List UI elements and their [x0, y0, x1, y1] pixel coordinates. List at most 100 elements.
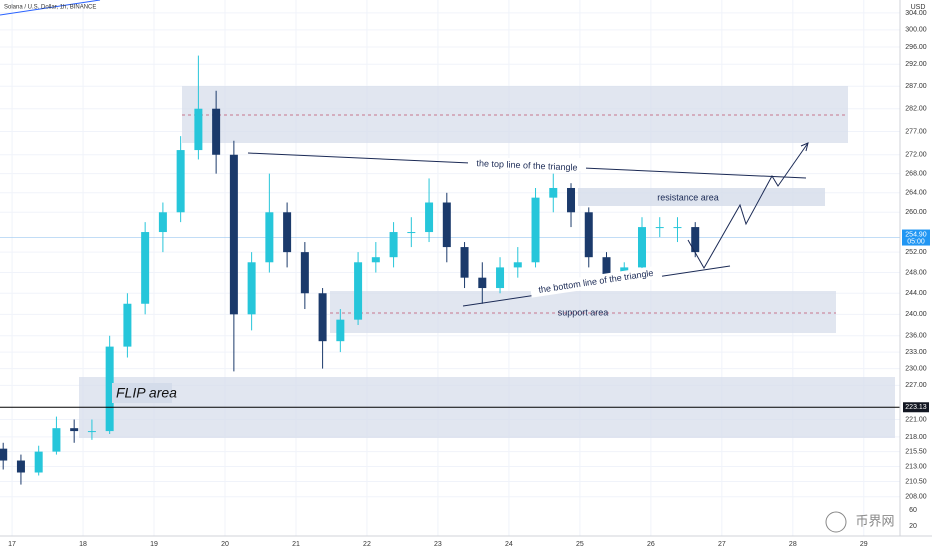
y-tick-label: 236.00: [905, 333, 927, 340]
candles: [0, 55, 900, 485]
candle-body: [52, 428, 61, 452]
candle-body: [691, 227, 700, 253]
candle-body: [176, 150, 185, 213]
y-tick-label: 218.00: [905, 434, 927, 441]
y-tick-label: 227.00: [905, 382, 927, 389]
y-tick-label: 277.00: [905, 128, 927, 135]
candle-body: [265, 212, 274, 263]
candle-body: [87, 431, 96, 433]
candle-body: [16, 460, 25, 473]
watermark-logo: [825, 511, 847, 533]
candle-body: [229, 154, 238, 315]
candle-body: [212, 108, 221, 155]
y-tick-label: 244.00: [905, 290, 927, 297]
candle-body: [34, 451, 43, 473]
candle-body: [0, 448, 8, 461]
x-tick-label: 18: [79, 541, 87, 548]
hline-label: 223.13: [905, 404, 927, 411]
x-tick-label: 28: [789, 541, 797, 548]
x-tick-label: 22: [363, 541, 371, 548]
y-tick-label: 213.00: [905, 463, 927, 470]
label-bg: [112, 383, 172, 403]
y-tick-label: 296.00: [905, 44, 927, 51]
resistance-zone-top: [182, 86, 848, 143]
y-tick-label: 233.00: [905, 349, 927, 356]
candle-body: [567, 187, 576, 213]
candle-body: [496, 267, 505, 289]
y-tick-label: 272.00: [905, 152, 927, 159]
watermark: 币界网: [855, 513, 894, 528]
annotation: FLIP area: [116, 385, 177, 401]
candle-body: [442, 202, 451, 248]
candle-body: [318, 293, 327, 342]
candle-body: [194, 108, 203, 151]
x-tick-label: 27: [718, 541, 726, 548]
last-price-box: [902, 229, 930, 246]
x-tick-label: 20: [221, 541, 229, 548]
candle-body: [478, 277, 487, 289]
y-tick-label: 260.00: [905, 209, 927, 216]
candle-body: [531, 197, 540, 263]
y-tick-label: 240.00: [905, 311, 927, 318]
candle-body: [123, 303, 132, 347]
countdown-label: 05:00: [907, 238, 925, 245]
x-tick-label: 23: [434, 541, 442, 548]
volume-label: 20: [909, 523, 917, 530]
volume-label: 60: [909, 507, 917, 514]
candle-body: [247, 262, 256, 315]
x-tick-label: 25: [576, 541, 584, 548]
y-tick-label: 287.00: [905, 83, 927, 90]
candle-body: [158, 212, 167, 233]
y-tick-label: 300.00: [905, 27, 927, 34]
candle-body: [354, 262, 363, 320]
x-tick-label: 21: [292, 541, 300, 548]
support-zone: [330, 291, 836, 333]
y-tick-label: 230.00: [905, 365, 927, 372]
y-tick-label: 210.50: [905, 478, 927, 485]
y-tick-label: 215.50: [905, 448, 927, 455]
label-bg: [468, 158, 586, 171]
candle-body: [371, 257, 380, 263]
candle-body: [513, 262, 522, 268]
candle-body: [336, 319, 345, 342]
y-tick-label: 268.00: [905, 170, 927, 177]
candle-body: [283, 212, 292, 253]
candle-body: [673, 227, 682, 229]
candle-body: [584, 212, 593, 258]
price-axis: [900, 0, 932, 550]
candle-body: [549, 187, 558, 198]
annotation: resistance area: [657, 192, 719, 202]
x-tick-label: 29: [860, 541, 868, 548]
currency: USD: [911, 4, 926, 11]
y-tick-label: 252.00: [905, 249, 927, 256]
x-tick-label: 19: [150, 541, 158, 548]
y-tick-label: 264.00: [905, 190, 927, 197]
candle-body: [70, 428, 79, 432]
projection-arrow: [800, 142, 809, 152]
overlay: 304.00 300.00 296.00 292.00 287.00 282.00 277.…: [8, 10, 930, 548]
candle-body: [105, 346, 114, 432]
x-tick-label: 24: [505, 541, 513, 548]
y-tick-label: 221.00: [905, 416, 927, 423]
x-tick-label: 17: [8, 541, 16, 548]
annotation: support area: [558, 307, 609, 317]
trend-line: [0, 0, 101, 16]
candle-body: [300, 252, 309, 294]
y-tick-label: 292.00: [905, 61, 927, 68]
chart-title: Solana / U.S. Dollar, 1h, BINANCE: [4, 5, 96, 11]
last-price-label: 254.90: [905, 231, 927, 238]
x-tick-label: 26: [647, 541, 655, 548]
candle-body: [407, 232, 416, 234]
label-bg: [529, 265, 663, 298]
projection-path: [687, 142, 809, 270]
candle-body: [389, 232, 398, 258]
candle-body: [637, 227, 646, 268]
candle-body: [602, 257, 611, 278]
y-tick-label: 304.00: [905, 10, 927, 17]
y-tick-label: 208.00: [905, 494, 927, 501]
candle-body: [655, 227, 664, 229]
candle-body: [141, 232, 150, 304]
annotation: the top line of the triangle: [476, 158, 577, 172]
hline-box: [903, 402, 929, 413]
